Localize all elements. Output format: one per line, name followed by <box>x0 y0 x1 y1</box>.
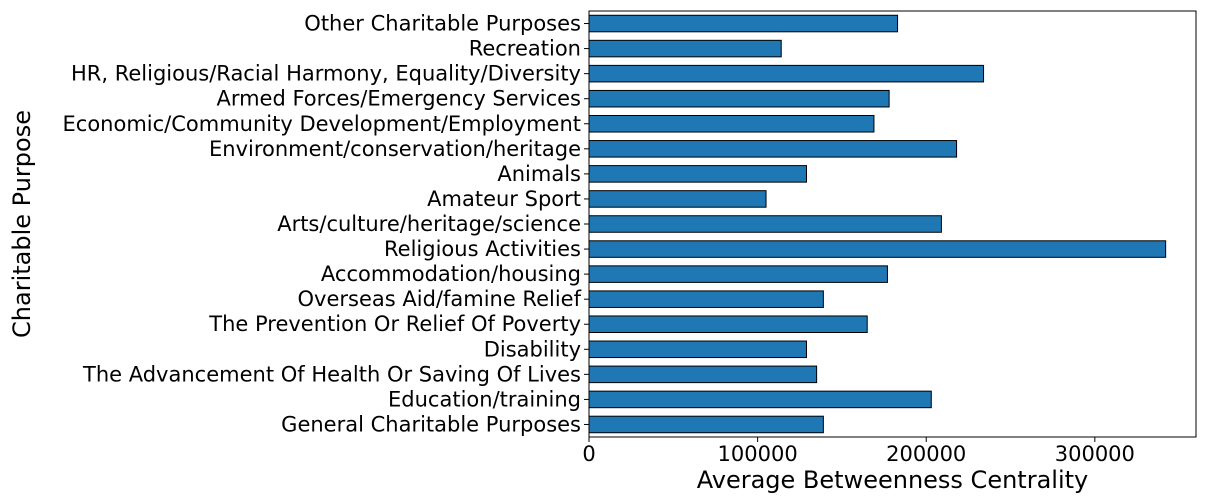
bar <box>588 215 942 233</box>
x-tick-label: 200000 <box>886 442 966 466</box>
bar <box>588 265 888 283</box>
y-tick-label: HR, Religious/Racial Harmony, Equality/D… <box>71 62 581 86</box>
x-tick-label: 100000 <box>718 442 798 466</box>
y-tick-label: Economic/Community Development/Employmen… <box>63 112 581 136</box>
y-tick-label: Recreation <box>469 37 581 61</box>
y-tick-label: Armed Forces/Emergency Services <box>216 87 581 111</box>
bar <box>588 39 782 58</box>
bar <box>588 89 890 108</box>
bar <box>588 140 958 158</box>
bar <box>588 240 1167 258</box>
bar <box>588 315 868 334</box>
y-axis-title: Charitable Purpose <box>8 110 36 338</box>
y-tick-label: Disability <box>484 337 581 361</box>
y-axis-ticks: General Charitable PurposesEducation/tra… <box>63 12 589 436</box>
y-tick-label: Arts/culture/heritage/science <box>277 212 581 236</box>
y-tick-label: Environment/conservation/heritage <box>209 137 581 161</box>
y-tick-label: Other Charitable Purposes <box>304 12 581 36</box>
bar <box>588 290 824 308</box>
bar <box>588 14 899 33</box>
y-tick-label: Accommodation/housing <box>321 262 581 286</box>
y-tick-label: Overseas Aid/famine Relief <box>298 287 582 311</box>
y-tick-label: Amateur Sport <box>427 187 581 211</box>
y-tick-label: Animals <box>497 162 581 186</box>
y-tick-label: Religious Activities <box>384 237 581 261</box>
bar <box>588 165 808 183</box>
bar <box>588 390 932 409</box>
y-tick-label: The Prevention Or Relief Of Poverty <box>208 312 581 336</box>
y-tick-label: General Charitable Purposes <box>281 412 581 436</box>
x-axis-title: Average Betweenness Centrality <box>697 466 1088 494</box>
x-tick-label: 0 <box>582 442 595 466</box>
x-axis-ticks: 0 100000 200000 300000 <box>582 437 1135 466</box>
bar <box>588 64 985 83</box>
bar <box>588 365 818 384</box>
y-tick-label: The Advancement Of Health Or Saving Of L… <box>82 362 581 386</box>
x-tick-label: 300000 <box>1055 442 1135 466</box>
bar <box>588 114 875 133</box>
bars <box>588 14 1167 434</box>
bar <box>588 340 808 359</box>
bar <box>588 190 767 208</box>
y-tick-label: Education/training <box>388 387 581 411</box>
bar <box>588 415 824 434</box>
